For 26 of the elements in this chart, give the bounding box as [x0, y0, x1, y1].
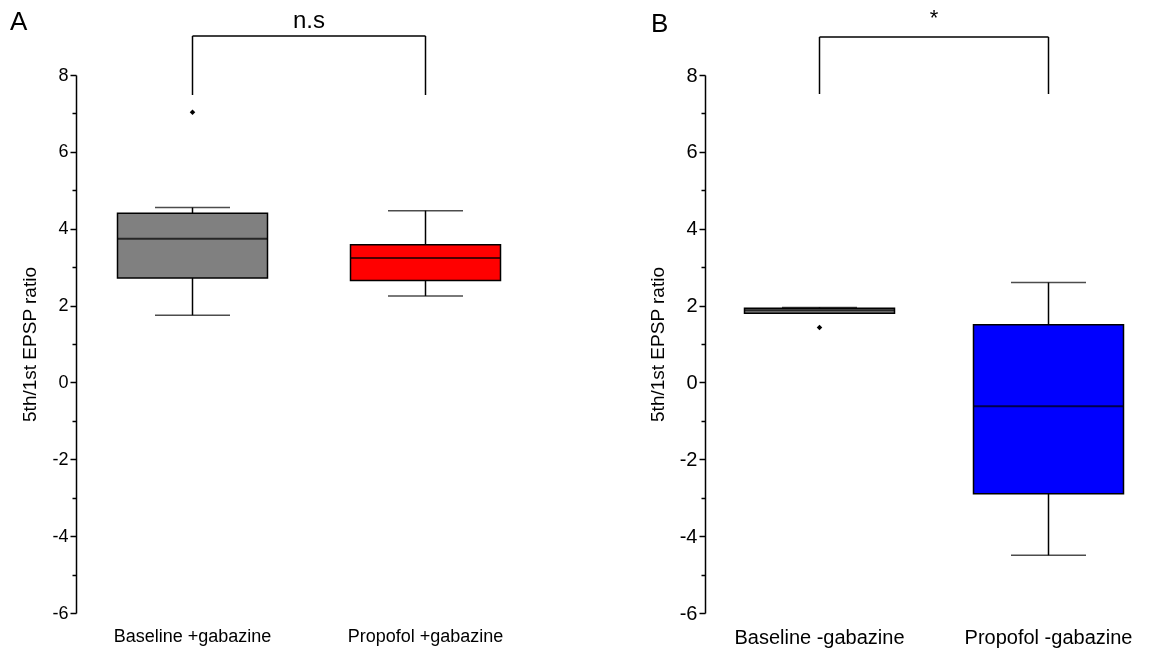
text: n.s — [292, 6, 326, 33]
y-tick-label: -4 — [52, 525, 69, 546]
y-tick-label: 6 — [58, 141, 69, 162]
y-tick-label: 8 — [58, 64, 69, 85]
x-tick-label: Baseline -gabazine — [734, 625, 905, 648]
y-tick-label: -6 — [679, 601, 698, 624]
text: * — [929, 5, 939, 30]
y-tick-label: -2 — [52, 448, 69, 469]
y-tick-label: 2 — [58, 295, 69, 316]
y-tick-label: 8 — [686, 63, 698, 86]
chart-title: B — [651, 8, 669, 38]
y-tick-label: 6 — [686, 140, 698, 163]
y-tick-label: 0 — [58, 371, 69, 392]
y-tick-label: -4 — [679, 524, 698, 547]
chart-title: A — [10, 6, 28, 36]
y-axis-title: 5th/1st EPSP ratio — [19, 267, 41, 422]
x-tick-label: Propofol +gabazine — [347, 625, 504, 646]
y-tick-label: -6 — [52, 602, 69, 623]
y-tick-label: 2 — [686, 294, 698, 317]
y-tick-label: 4 — [58, 218, 69, 239]
y-tick-label: 0 — [686, 370, 698, 393]
y-axis-title: 5th/1st EPSP ratio — [646, 267, 668, 422]
y-tick-label: 4 — [686, 217, 698, 240]
x-tick-label: Baseline +gabazine — [113, 625, 272, 646]
x-tick-label: Propofol -gabazine — [964, 625, 1133, 648]
y-tick-label: -2 — [679, 447, 698, 470]
